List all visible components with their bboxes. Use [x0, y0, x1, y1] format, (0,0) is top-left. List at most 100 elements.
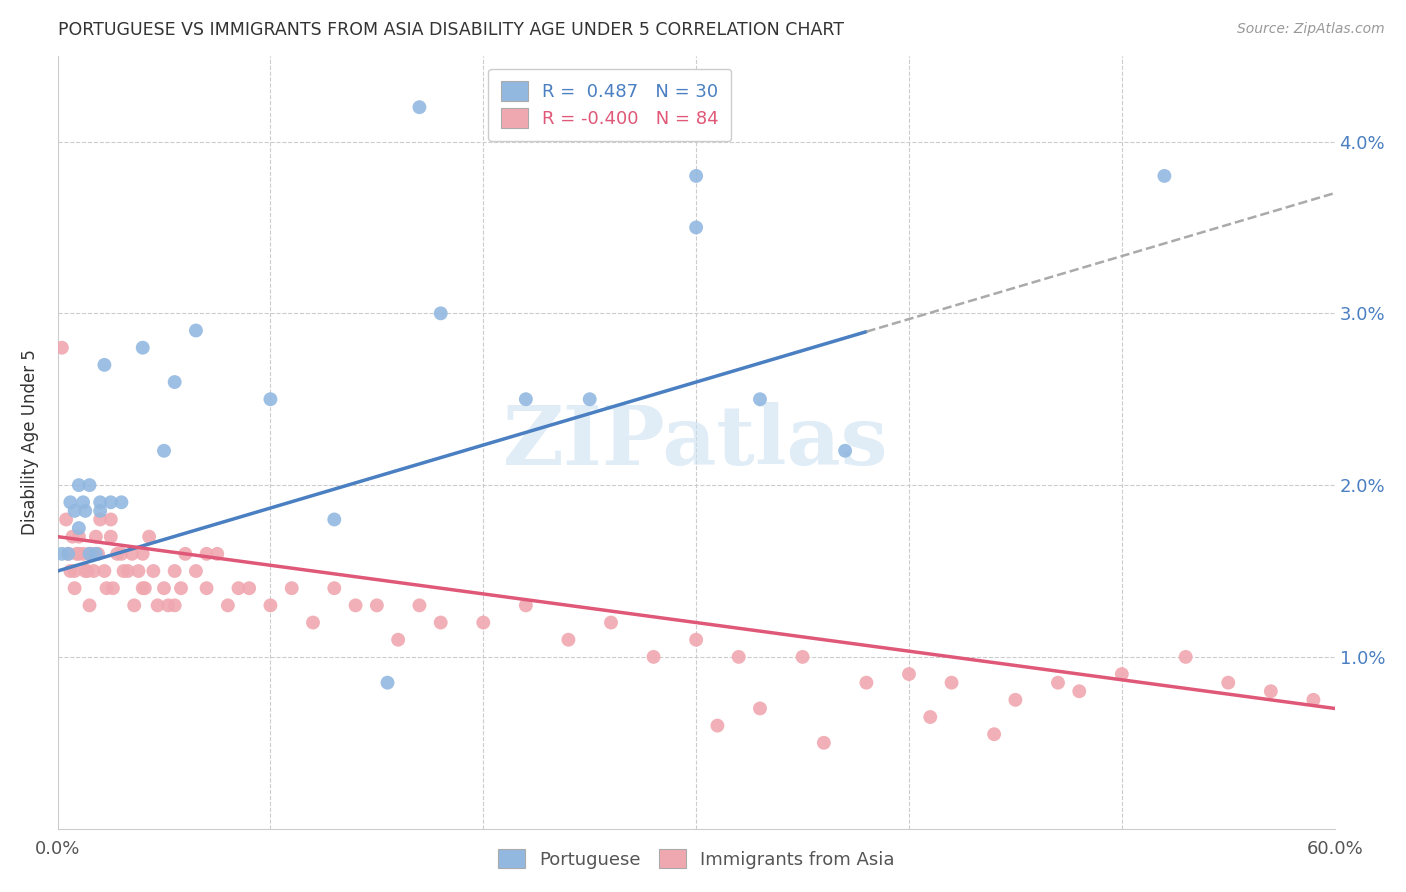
Point: [685, 169, 707, 183]
Point: [66, 547, 89, 561]
Point: [79, 478, 101, 492]
Point: [138, 530, 160, 544]
Point: [67, 547, 90, 561]
Point: [1302, 693, 1324, 707]
Point: [727, 649, 749, 664]
Point: [79, 547, 101, 561]
Point: [58, 547, 80, 561]
Point: [117, 564, 139, 578]
Point: [132, 341, 155, 355]
Point: [84, 530, 107, 544]
Point: [110, 547, 132, 561]
Point: [323, 512, 346, 526]
Point: [146, 599, 169, 613]
Point: [205, 547, 228, 561]
Point: [515, 392, 537, 407]
Point: [67, 521, 90, 535]
Point: [51, 547, 73, 561]
Point: [920, 710, 942, 724]
Point: [280, 581, 302, 595]
Y-axis label: Disability Age Under 5: Disability Age Under 5: [21, 350, 39, 535]
Text: ZIPatlas: ZIPatlas: [503, 402, 889, 483]
Point: [63, 504, 86, 518]
Point: [83, 564, 105, 578]
Point: [93, 358, 115, 372]
Point: [58, 547, 80, 561]
Point: [195, 581, 218, 595]
Point: [89, 495, 111, 509]
Point: [834, 443, 856, 458]
Point: [429, 306, 451, 320]
Point: [62, 530, 84, 544]
Point: [93, 564, 115, 578]
Point: [63, 581, 86, 595]
Point: [195, 547, 218, 561]
Point: [408, 100, 430, 114]
Point: [127, 564, 149, 578]
Point: [1174, 649, 1197, 664]
Point: [134, 581, 156, 595]
Point: [72, 495, 94, 509]
Point: [387, 632, 409, 647]
Point: [163, 564, 186, 578]
Point: [89, 512, 111, 526]
Point: [75, 564, 97, 578]
Point: [217, 599, 239, 613]
Point: [163, 599, 186, 613]
Point: [170, 581, 193, 595]
Point: [898, 667, 921, 681]
Point: [100, 495, 122, 509]
Point: [79, 547, 101, 561]
Point: [557, 632, 579, 647]
Point: [302, 615, 325, 630]
Point: [153, 443, 176, 458]
Point: [184, 564, 207, 578]
Point: [578, 392, 600, 407]
Point: [259, 599, 281, 613]
Point: [983, 727, 1005, 741]
Point: [855, 675, 877, 690]
Point: [749, 392, 772, 407]
Point: [1153, 169, 1175, 183]
Point: [59, 495, 82, 509]
Point: [408, 599, 430, 613]
Point: [685, 632, 707, 647]
Text: Source: ZipAtlas.com: Source: ZipAtlas.com: [1237, 22, 1385, 37]
Point: [1260, 684, 1282, 698]
Point: [1111, 667, 1133, 681]
Point: [749, 701, 772, 715]
Point: [76, 564, 98, 578]
Point: [105, 547, 128, 561]
Point: [55, 512, 77, 526]
Point: [472, 615, 495, 630]
Point: [59, 564, 82, 578]
Point: [132, 547, 155, 561]
Point: [515, 599, 537, 613]
Point: [706, 718, 728, 732]
Point: [89, 504, 111, 518]
Point: [685, 220, 707, 235]
Point: [366, 599, 388, 613]
Point: [75, 504, 97, 518]
Point: [67, 478, 90, 492]
Point: [238, 581, 260, 595]
Point: [51, 341, 73, 355]
Point: [323, 581, 346, 595]
Point: [142, 564, 165, 578]
Point: [122, 599, 145, 613]
Point: [1218, 675, 1240, 690]
Point: [1069, 684, 1091, 698]
Point: [87, 547, 110, 561]
Point: [259, 392, 281, 407]
Point: [163, 375, 186, 389]
Point: [941, 675, 963, 690]
Point: [792, 649, 814, 664]
Point: [377, 675, 399, 690]
Point: [643, 649, 665, 664]
Point: [84, 547, 107, 561]
Point: [1046, 675, 1069, 690]
Point: [174, 547, 197, 561]
Point: [112, 564, 135, 578]
Point: [79, 599, 101, 613]
Point: [157, 599, 180, 613]
